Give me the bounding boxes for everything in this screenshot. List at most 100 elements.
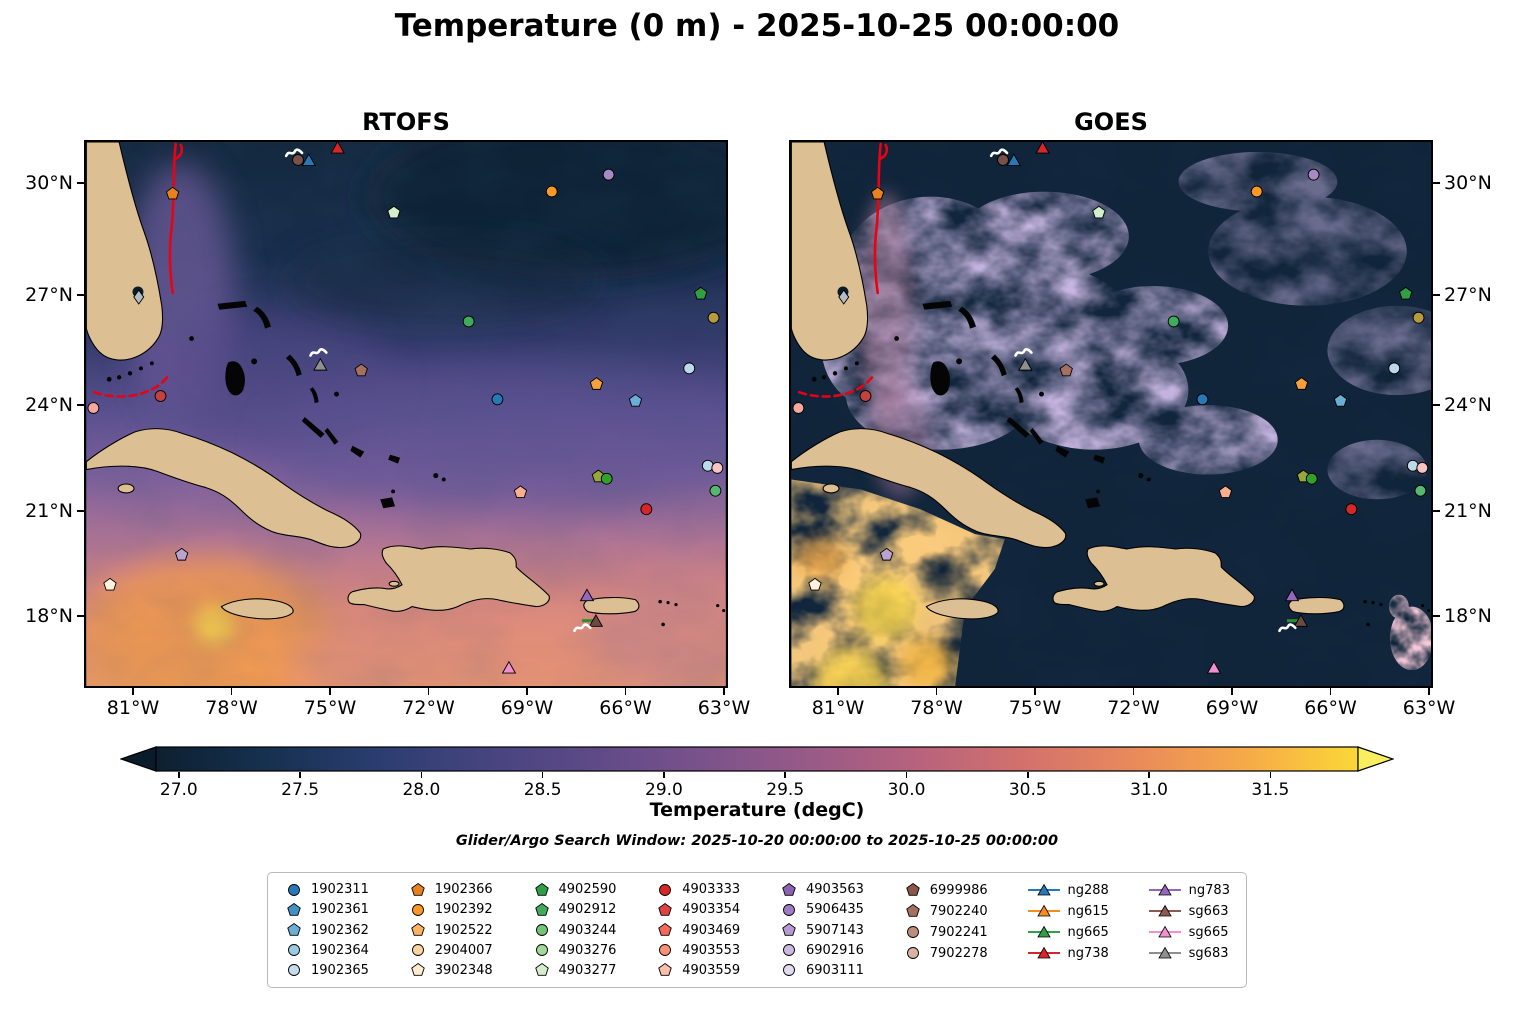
- axis-tick: [624, 688, 627, 695]
- legend-entry-label: sg663: [1188, 903, 1229, 919]
- axis-tick: [723, 688, 725, 695]
- axis-tick: [1433, 294, 1440, 296]
- lat-tick-label: 18°N: [25, 605, 73, 627]
- lon-tick-label: 78°W: [205, 697, 258, 719]
- legend-entry-6999986: 6999986: [903, 880, 988, 900]
- map-marker-pentagon: [1092, 205, 1106, 219]
- legend-entry-2904007: 2904007: [408, 941, 493, 960]
- map-marker-diamond: [133, 289, 145, 305]
- map-marker-track: [989, 148, 1009, 158]
- legend-entry-label: sg683: [1188, 945, 1229, 961]
- legend-entry-1902364: 1902364: [284, 941, 369, 960]
- legend-entry-label: 4903563: [806, 882, 864, 898]
- map-marker-track: [1278, 623, 1297, 633]
- panel-title-rtofs: RTOFS: [362, 108, 450, 136]
- map-marker-triangle: [1035, 142, 1050, 154]
- legend-entry-label: 6999986: [929, 882, 988, 898]
- axis-tick: [427, 688, 430, 695]
- map-marker-pentagon: [628, 393, 643, 407]
- legend-entry-sg683: sg683: [1148, 943, 1230, 963]
- legend-entry-label: 4903277: [558, 962, 617, 978]
- map-marker-pentagon: [1059, 363, 1073, 377]
- axis-tick: [905, 772, 908, 778]
- legend-entry-label: 4903559: [682, 962, 741, 978]
- legend-entry-7902241: 7902241: [903, 922, 988, 942]
- circle-marker-icon: [906, 926, 919, 938]
- legend-entry-4903563: 4903563: [779, 880, 864, 899]
- axis-tick: [837, 688, 839, 695]
- map-marker-triangle: [1018, 357, 1033, 371]
- pentagon-marker-icon: [782, 922, 796, 936]
- pentagon-marker-icon: [658, 963, 672, 977]
- map-marker-pentagon: [354, 363, 368, 377]
- colorbar-gradient: [155, 746, 1359, 772]
- circle-marker-icon: [535, 944, 548, 957]
- circle-marker-icon: [288, 964, 300, 977]
- map-marker-circle: [1305, 472, 1318, 485]
- lat-tick-label: 21°N: [25, 500, 73, 522]
- map-marker-pentagon: [165, 186, 180, 200]
- legend-entry-4903333: 4903333: [655, 880, 740, 899]
- legend-entry-7902240: 7902240: [903, 901, 988, 921]
- legend-entry-4903277: 4903277: [532, 961, 617, 980]
- axis-tick: [1433, 404, 1440, 406]
- colorbar-over-arrow: [1357, 746, 1395, 772]
- map-marker-circle: [683, 362, 696, 375]
- axis-tick: [1269, 772, 1272, 778]
- legend-column: ng288 ng615 ng665 ng738: [1027, 880, 1109, 980]
- circle-marker-icon: [659, 944, 672, 957]
- legend-entry-label: 4903276: [558, 942, 617, 958]
- axis-tick: [77, 294, 84, 296]
- legend-entry-label: 1902366: [434, 882, 493, 898]
- map-marker-circle: [87, 402, 100, 414]
- legend-entry-1902361: 1902361: [284, 900, 369, 919]
- map-marker-circle: [1196, 393, 1209, 406]
- legend-entry-label: 1902365: [311, 962, 369, 978]
- axis-tick: [420, 772, 423, 778]
- legend-entry-label: 1902364: [311, 942, 369, 958]
- lat-tick-label: 24°N: [1444, 394, 1492, 416]
- map-marker-circle: [859, 390, 872, 402]
- lon-tick-label: 72°W: [1107, 697, 1160, 719]
- lon-tick-label: 78°W: [910, 697, 963, 719]
- axis-tick: [526, 688, 528, 695]
- legend-entry-label: 4902590: [558, 882, 617, 898]
- lat-tick-label: 30°N: [1444, 172, 1492, 194]
- axis-tick: [77, 182, 84, 184]
- map-marker-circle: [600, 472, 613, 485]
- legend-entry-label: ng783: [1188, 882, 1230, 898]
- legend-entry-label: 7902240: [929, 903, 988, 919]
- rtofs-map: [84, 140, 728, 688]
- axis-tick: [1231, 688, 1233, 695]
- lon-tick-label: 81°W: [106, 697, 160, 719]
- map-marker-triangle: [313, 357, 328, 371]
- legend-entry-label: sg665: [1188, 924, 1229, 940]
- lon-tick-label: 63°W: [697, 697, 751, 719]
- axis-tick: [784, 772, 786, 778]
- rtofs-platform-markers: [87, 142, 724, 674]
- map-marker-circle: [1307, 168, 1320, 181]
- pentagon-marker-icon: [906, 882, 920, 896]
- map-marker-circle: [292, 154, 304, 166]
- lon-tick-label: 72°W: [402, 697, 455, 719]
- lat-tick-label: 24°N: [25, 394, 73, 416]
- axis-tick: [77, 510, 84, 512]
- colorbar-tick-label: 28.0: [402, 780, 441, 800]
- axis-tick: [1027, 772, 1029, 778]
- axis-tick: [541, 772, 544, 778]
- map-marker-pentagon: [808, 577, 822, 591]
- axis-tick: [1433, 615, 1440, 617]
- pentagon-marker-icon: [287, 902, 301, 916]
- pentagon-marker-icon: [782, 882, 796, 896]
- pentagon-marker-icon: [287, 922, 301, 936]
- axis-tick: [77, 615, 84, 617]
- glider-track-marker-icon: [1027, 904, 1060, 917]
- colorbar-tick-label: 29.5: [766, 780, 805, 800]
- colorbar-tick-label: 31.5: [1251, 780, 1290, 800]
- axis-tick: [1433, 510, 1440, 512]
- axis-tick: [1428, 688, 1430, 695]
- map-marker-circle: [640, 503, 653, 516]
- legend-column: ng783 sg663 sg665 sg683: [1148, 880, 1230, 980]
- lat-tick-label: 27°N: [25, 284, 73, 306]
- map-marker-circle: [711, 461, 724, 474]
